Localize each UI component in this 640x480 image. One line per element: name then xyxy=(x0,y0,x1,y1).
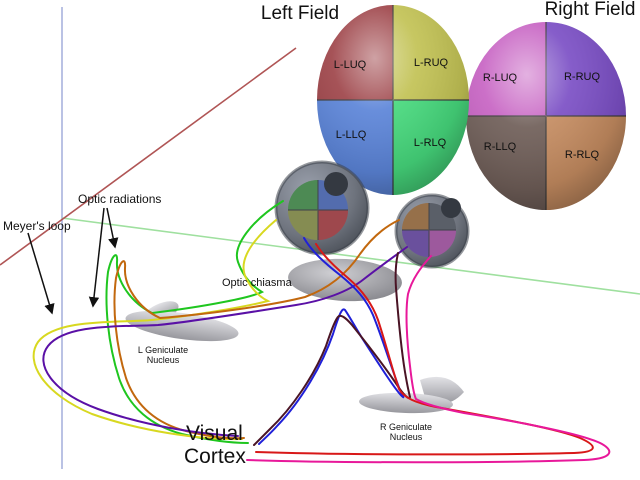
left-field-label-rlq: L-RLQ xyxy=(414,137,447,149)
meyers-loop-arrow xyxy=(27,232,55,315)
right-field-title: Right Field xyxy=(545,0,636,20)
left-eye-lens xyxy=(324,172,348,196)
left-field-label-llq: L-LLQ xyxy=(336,129,367,141)
fiber-pathways xyxy=(32,200,611,464)
right-field-label-rlq: R-RLQ xyxy=(565,149,600,161)
right-retina-quadrant-ll xyxy=(402,230,429,257)
left-field-label-ruq: L-RUQ xyxy=(414,57,449,69)
left-retina-dividers xyxy=(288,180,348,240)
right-geniculate-nucleus xyxy=(359,376,464,414)
right-retina-quadrant-ul xyxy=(402,203,429,230)
right-eye xyxy=(394,193,470,269)
right-retina-quadrant-lr xyxy=(429,230,456,257)
left-retina-quadrant-ul xyxy=(288,180,318,210)
diagonal-axis-line xyxy=(0,47,297,266)
right-field-label-luq: R-LUQ xyxy=(483,72,518,84)
right-field-label-llq: R-LLQ xyxy=(484,141,517,153)
fiber-blue xyxy=(258,237,405,445)
left-geniculate-label-line2: Nucleus xyxy=(147,355,180,365)
right-geniculate-label-line2: Nucleus xyxy=(390,432,423,442)
optic-radiations-label: Optic radiations xyxy=(78,192,161,206)
fiber-orange xyxy=(113,219,400,440)
right-field-sphere xyxy=(466,22,626,210)
fiber-maroon xyxy=(253,252,412,446)
optic-chiasma-label: Optic chiasma xyxy=(222,277,293,289)
left-eye xyxy=(274,160,370,256)
right-retina-dividers xyxy=(402,203,456,257)
left-field-title: Left Field xyxy=(261,3,339,24)
horizontal-axis-line xyxy=(61,217,640,295)
fiber-indigo xyxy=(42,246,408,437)
optic-radiations-arrow-upper xyxy=(106,207,119,249)
right-eye-lens xyxy=(441,198,461,218)
visual-cortex-label-line1: Visual xyxy=(186,422,243,445)
right-geniculate-body xyxy=(359,392,453,414)
left-retina-quadrant-ll xyxy=(288,210,318,240)
annotation-arrows xyxy=(27,207,119,315)
visual-cortex-label-line2: Cortex xyxy=(184,445,246,468)
right-field-shading xyxy=(466,22,626,210)
right-retina-quadrant-ur xyxy=(429,203,456,230)
left-field-label-luq: L-LUQ xyxy=(334,59,367,71)
optic-radiations-arrow-lower xyxy=(88,207,105,308)
left-retina-quadrant-lr xyxy=(318,210,348,240)
right-eye-glass xyxy=(402,203,456,257)
left-geniculate-label-line1: L Geniculate xyxy=(138,345,188,355)
left-field-shading xyxy=(317,5,469,195)
meyers-loop-label: Meyer's loop xyxy=(3,219,71,233)
right-geniculate-label-line1: R Geniculate xyxy=(380,422,432,432)
left-field-sphere xyxy=(317,5,469,195)
fiber-yellow xyxy=(32,219,277,441)
right-eye-rim xyxy=(394,193,470,269)
fiber-magenta xyxy=(246,255,611,464)
right-field-label-ruq: R-RUQ xyxy=(564,71,600,83)
